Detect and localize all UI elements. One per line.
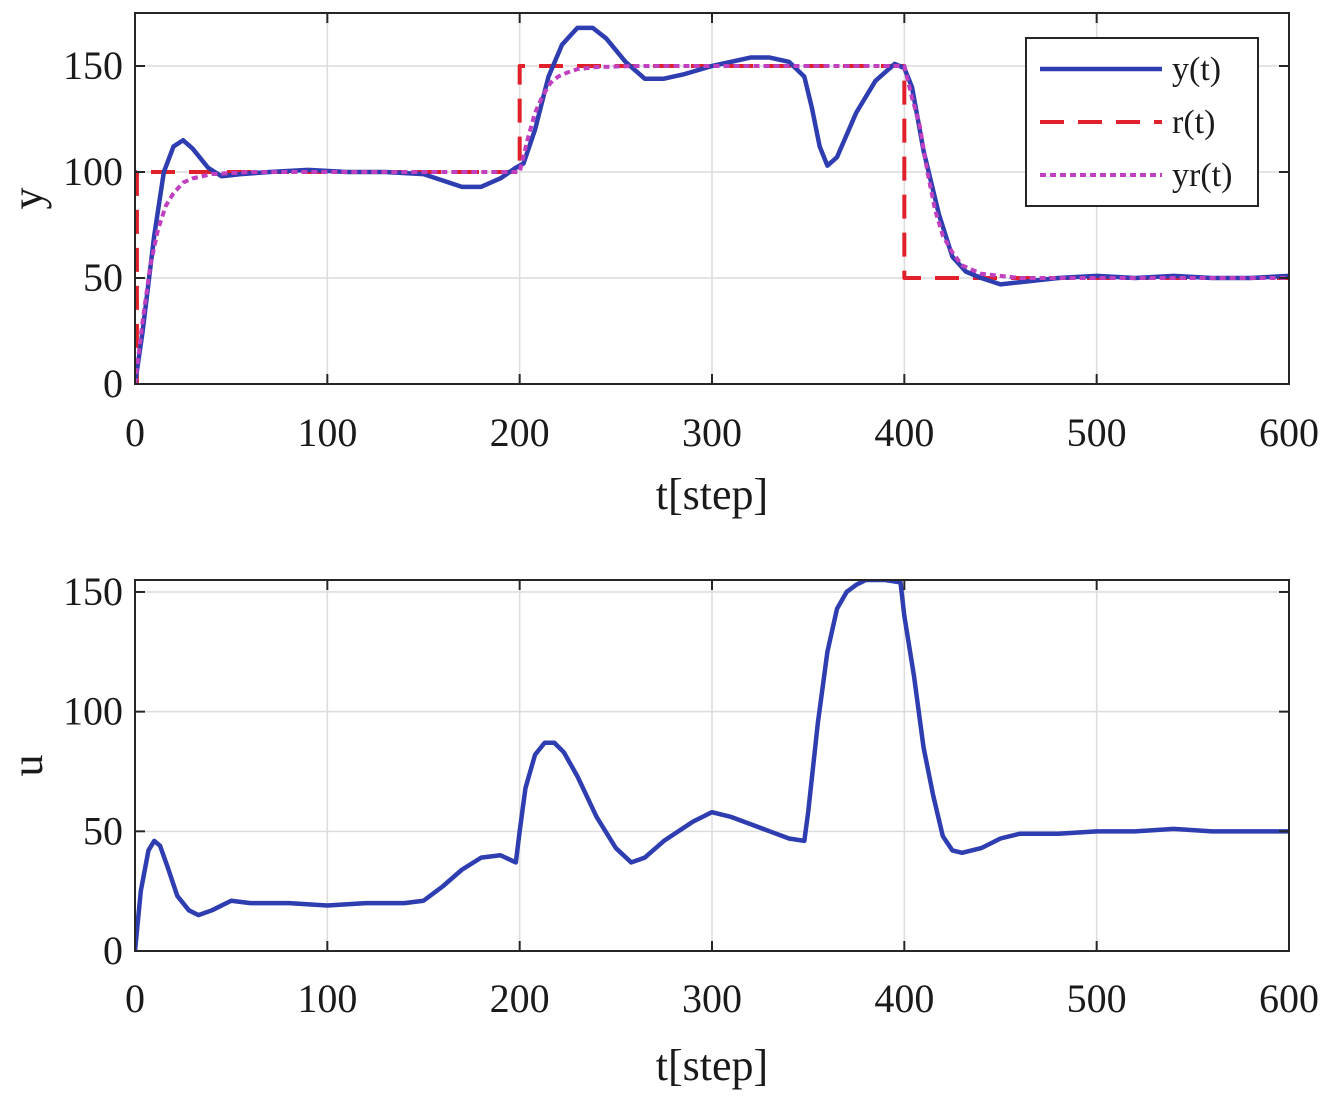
x-axis-label: t[step] (656, 470, 768, 519)
legend-box (1025, 37, 1259, 207)
legend-label: r(t) (1172, 104, 1215, 141)
top-panel: 0 100 200 300 400 500 600 0 50 100 150 t[step] y y(t)… (3, 12, 1319, 519)
x-tick-label: 0 (125, 410, 145, 455)
legend-label: yr(t) (1172, 157, 1232, 194)
series-line-yt (135, 25, 1289, 384)
x-tick-label: 100 (297, 410, 357, 455)
x-tick-label: 100 (297, 976, 357, 1021)
x-tick-label: 400 (874, 410, 934, 455)
y-axis-label: y (3, 188, 52, 210)
legend-label: y(t) (1172, 51, 1221, 88)
x-tick-label: 400 (874, 976, 934, 1021)
series-line-rt (135, 64, 1289, 384)
x-tick-label: 0 (125, 976, 145, 1021)
y-tick-label: 50 (83, 808, 123, 853)
x-axis-label: t[step] (656, 1041, 768, 1090)
legend: y(t) r(t) yr(t) (1025, 37, 1259, 207)
x-tick-label: 300 (682, 410, 742, 455)
x-tick-label: 300 (682, 976, 742, 1021)
grid (134, 580, 1290, 952)
y-tick-label: 0 (103, 361, 123, 406)
x-tick-label: 600 (1259, 976, 1319, 1021)
x-tick-label: 500 (1067, 976, 1127, 1021)
y-tick-label: 150 (63, 43, 123, 88)
series-group (135, 580, 1289, 951)
bottom-panel: 0 100 200 300 400 500 600 0 50 100 150 t[step] u (3, 569, 1319, 1090)
y-tick-label: 100 (63, 689, 123, 734)
x-tick-label: 600 (1259, 410, 1319, 455)
series-line-yrt (135, 64, 1289, 384)
x-tick-label: 200 (490, 410, 550, 455)
y-axis-label: u (3, 755, 52, 777)
y-tick-label: 100 (63, 149, 123, 194)
series-group (135, 25, 1289, 384)
series-line-u (135, 580, 1289, 951)
y-tick-label: 150 (63, 569, 123, 614)
y-tick-label: 0 (103, 928, 123, 973)
y-tick-label: 50 (83, 255, 123, 300)
x-tick-label: 500 (1067, 410, 1127, 455)
x-tick-label: 200 (490, 976, 550, 1021)
